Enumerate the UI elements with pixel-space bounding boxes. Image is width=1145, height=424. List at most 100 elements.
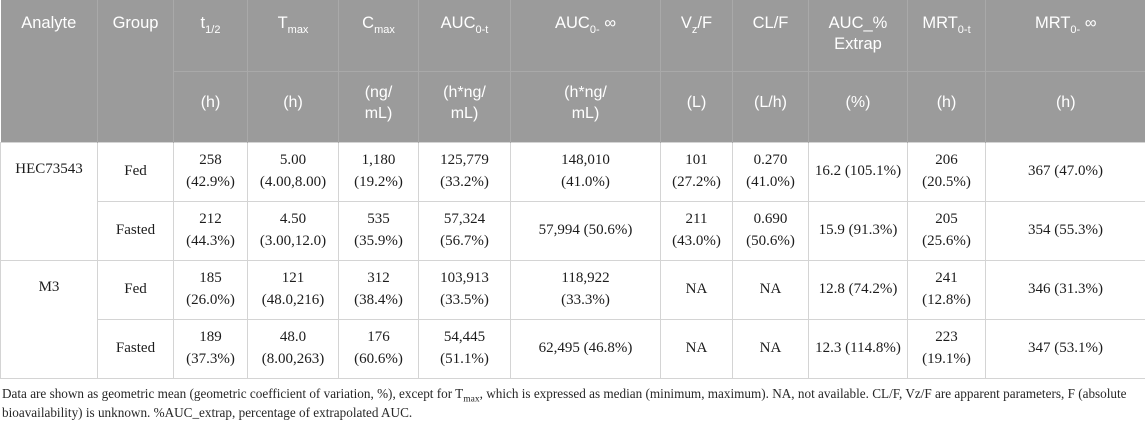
data-cell-cl-f: NA	[732, 259, 809, 320]
data-cell-auc-extrap: 16.2 (105.1%)	[808, 141, 908, 202]
text-segment: /F	[697, 14, 713, 32]
col-unit-cmax: (ng/ mL)	[338, 70, 419, 142]
subscript: max	[374, 24, 395, 37]
data-cell-auc-0-t: 54,445 (51.1%)	[418, 318, 511, 379]
col-unit-mrt-0-inf: (h)	[985, 70, 1145, 142]
group-cell: Fed	[97, 259, 174, 320]
text-segment: AUC	[440, 14, 476, 32]
text-segment: MRT	[922, 14, 958, 32]
col-unit-cl-f: (L/h)	[732, 70, 809, 142]
data-cell-mrt-0-inf: 367 (47.0%)	[985, 141, 1145, 202]
text-segment: MRT	[1034, 14, 1071, 32]
text-segment: C	[362, 14, 375, 32]
header-label-row: Analyte Group t1/2 Tmax Cmax AUC0-t AUC0- ∞ Vz/…	[0, 0, 1145, 142]
data-cell-auc-0-t: 57,324 (56.7%)	[418, 200, 511, 261]
data-cell-mrt-0-inf: 354 (55.3%)	[985, 200, 1145, 261]
text-segment: Data are shown as geometric mean (geomet…	[2, 385, 464, 401]
subscript: max	[463, 394, 480, 405]
data-cell-t-half: 189 (37.3%)	[173, 318, 248, 379]
col-header-mrt-0-t: MRT0-t	[907, 0, 986, 71]
col-header-auc-0-t: AUC0-t	[418, 0, 511, 71]
data-cell-auc-extrap: 15.9 (91.3%)	[808, 200, 908, 261]
col-unit-auc-0-inf: (h*ng/ mL)	[510, 70, 661, 142]
table-row: M3 Fed 185 (26.0%) 121 (48.0,216) 312 (38.4%…	[0, 259, 1145, 379]
group-cell: Fasted	[97, 318, 174, 379]
col-unit-tmax: (h)	[247, 70, 339, 142]
data-cell-auc-0-inf: 118,922 (33.3%)	[510, 259, 661, 320]
data-cell-cl-f: 0.690 (50.6%)	[732, 200, 809, 261]
col-header-auc-0-inf: AUC0- ∞	[510, 0, 661, 71]
text-segment: Analyte	[21, 14, 77, 32]
col-header-group: Group	[97, 0, 174, 142]
col-header-cl-f: CL/F	[732, 0, 809, 71]
data-cell-auc-0-t: 103,913 (33.5%)	[418, 259, 511, 320]
text-segment: CL/F	[752, 14, 789, 32]
subscript: max	[287, 24, 309, 37]
col-unit-t-half: (h)	[173, 70, 248, 142]
data-cell-auc-extrap: 12.3 (114.8%)	[808, 318, 908, 379]
data-cell-vz-f: NA	[660, 259, 733, 320]
data-cell-auc-0-inf: 148,010 (41.0%)	[510, 141, 661, 202]
data-cell-mrt-0-t: 205 (25.6%)	[907, 200, 986, 261]
data-cell-cmax: 535 (35.9%)	[338, 200, 419, 261]
data-cell-tmax: 4.50 (3.00,12.0)	[247, 200, 339, 261]
data-cell-mrt-0-t: 223 (19.1%)	[907, 318, 986, 379]
data-cell-auc-0-t: 125,779 (33.2%)	[418, 141, 511, 202]
col-header-cmax: Cmax	[338, 0, 419, 71]
subscript: 0-	[1070, 24, 1081, 37]
data-cell-auc-0-inf: 62,495 (46.8%)	[510, 318, 661, 379]
text-segment: T	[277, 14, 288, 32]
data-cell-mrt-0-t: 241 (12.8%)	[907, 259, 986, 320]
data-cell-t-half: 185 (26.0%)	[173, 259, 248, 320]
table-row: HEC73543 Fed 258 (42.9%) 5.00 (4.00,8.00) 1,…	[0, 141, 1145, 261]
analyte-cell: HEC73543	[0, 141, 98, 261]
text-segment: V	[680, 14, 692, 32]
data-cell-tmax: 48.0 (8.00,263)	[247, 318, 339, 379]
data-cell-cmax: 312 (38.4%)	[338, 259, 419, 320]
text-segment: AUC	[555, 14, 590, 32]
table-row: Fasted 212 (44.3%) 4.50 (3.00,12.0) 535 (35…	[1, 200, 1145, 261]
subscript: z	[691, 24, 698, 37]
subscript: 0-	[589, 24, 600, 37]
text-segment: ∞	[599, 14, 616, 32]
text-segment: t	[200, 14, 206, 32]
analyte-cell: M3	[0, 259, 98, 379]
subscript: 1/2	[205, 24, 221, 37]
subscript: 0-t	[475, 24, 489, 37]
text-segment: ∞	[1080, 14, 1097, 32]
text-segment: , which is expressed as median (minimum,…	[2, 385, 1127, 421]
col-header-t-half: t1/2	[173, 0, 248, 71]
data-cell-auc-0-inf: 57,994 (50.6%)	[510, 200, 661, 261]
data-cell-vz-f: 211 (43.0%)	[660, 200, 733, 261]
table-footnote: Data are shown as geometric mean (geomet…	[2, 384, 1143, 424]
group-cell: Fasted	[97, 200, 174, 261]
data-cell-tmax: 5.00 (4.00,8.00)	[247, 141, 339, 202]
group-cell: Fed	[97, 141, 174, 202]
col-header-mrt-0-inf: MRT0- ∞	[985, 0, 1145, 71]
table-row: Fasted 189 (37.3%) 48.0 (8.00,263) 176 (60.…	[1, 318, 1145, 379]
data-cell-mrt-0-inf: 347 (53.1%)	[985, 318, 1145, 379]
text-segment: AUC_% Extrap	[828, 14, 888, 54]
text-segment: Group	[112, 14, 159, 32]
data-cell-cmax: 176 (60.6%)	[338, 318, 419, 379]
data-cell-t-half: 212 (44.3%)	[173, 200, 248, 261]
header-unit-row: (h) (h) (ng/ mL) (h*ng/ mL) (h*ng/ mL) (L) (L/…	[1, 70, 1145, 142]
data-cell-cmax: 1,180 (19.2%)	[338, 141, 419, 202]
col-header-vz-f: Vz/F	[660, 0, 733, 71]
data-cell-tmax: 121 (48.0,216)	[247, 259, 339, 320]
data-cell-mrt-0-t: 206 (20.5%)	[907, 141, 986, 202]
pk-table: Analyte Group t1/2 Tmax Cmax AUC0-t AUC0- ∞ Vz/…	[0, 0, 1145, 379]
data-cell-cl-f: 0.270 (41.0%)	[732, 141, 809, 202]
col-unit-vz-f: (L)	[660, 70, 733, 142]
data-cell-vz-f: 101 (27.2%)	[660, 141, 733, 202]
col-header-auc-extrap: AUC_% Extrap	[808, 0, 908, 71]
data-cell-auc-extrap: 12.8 (74.2%)	[808, 259, 908, 320]
col-unit-mrt-0-t: (h)	[907, 70, 986, 142]
data-cell-vz-f: NA	[660, 318, 733, 379]
col-header-analyte: Analyte	[0, 0, 98, 142]
col-unit-auc-0-t: (h*ng/ mL)	[418, 70, 511, 142]
data-cell-mrt-0-inf: 346 (31.3%)	[985, 259, 1145, 320]
subscript: 0-t	[957, 24, 971, 37]
col-unit-auc-extrap: (%)	[808, 70, 908, 142]
